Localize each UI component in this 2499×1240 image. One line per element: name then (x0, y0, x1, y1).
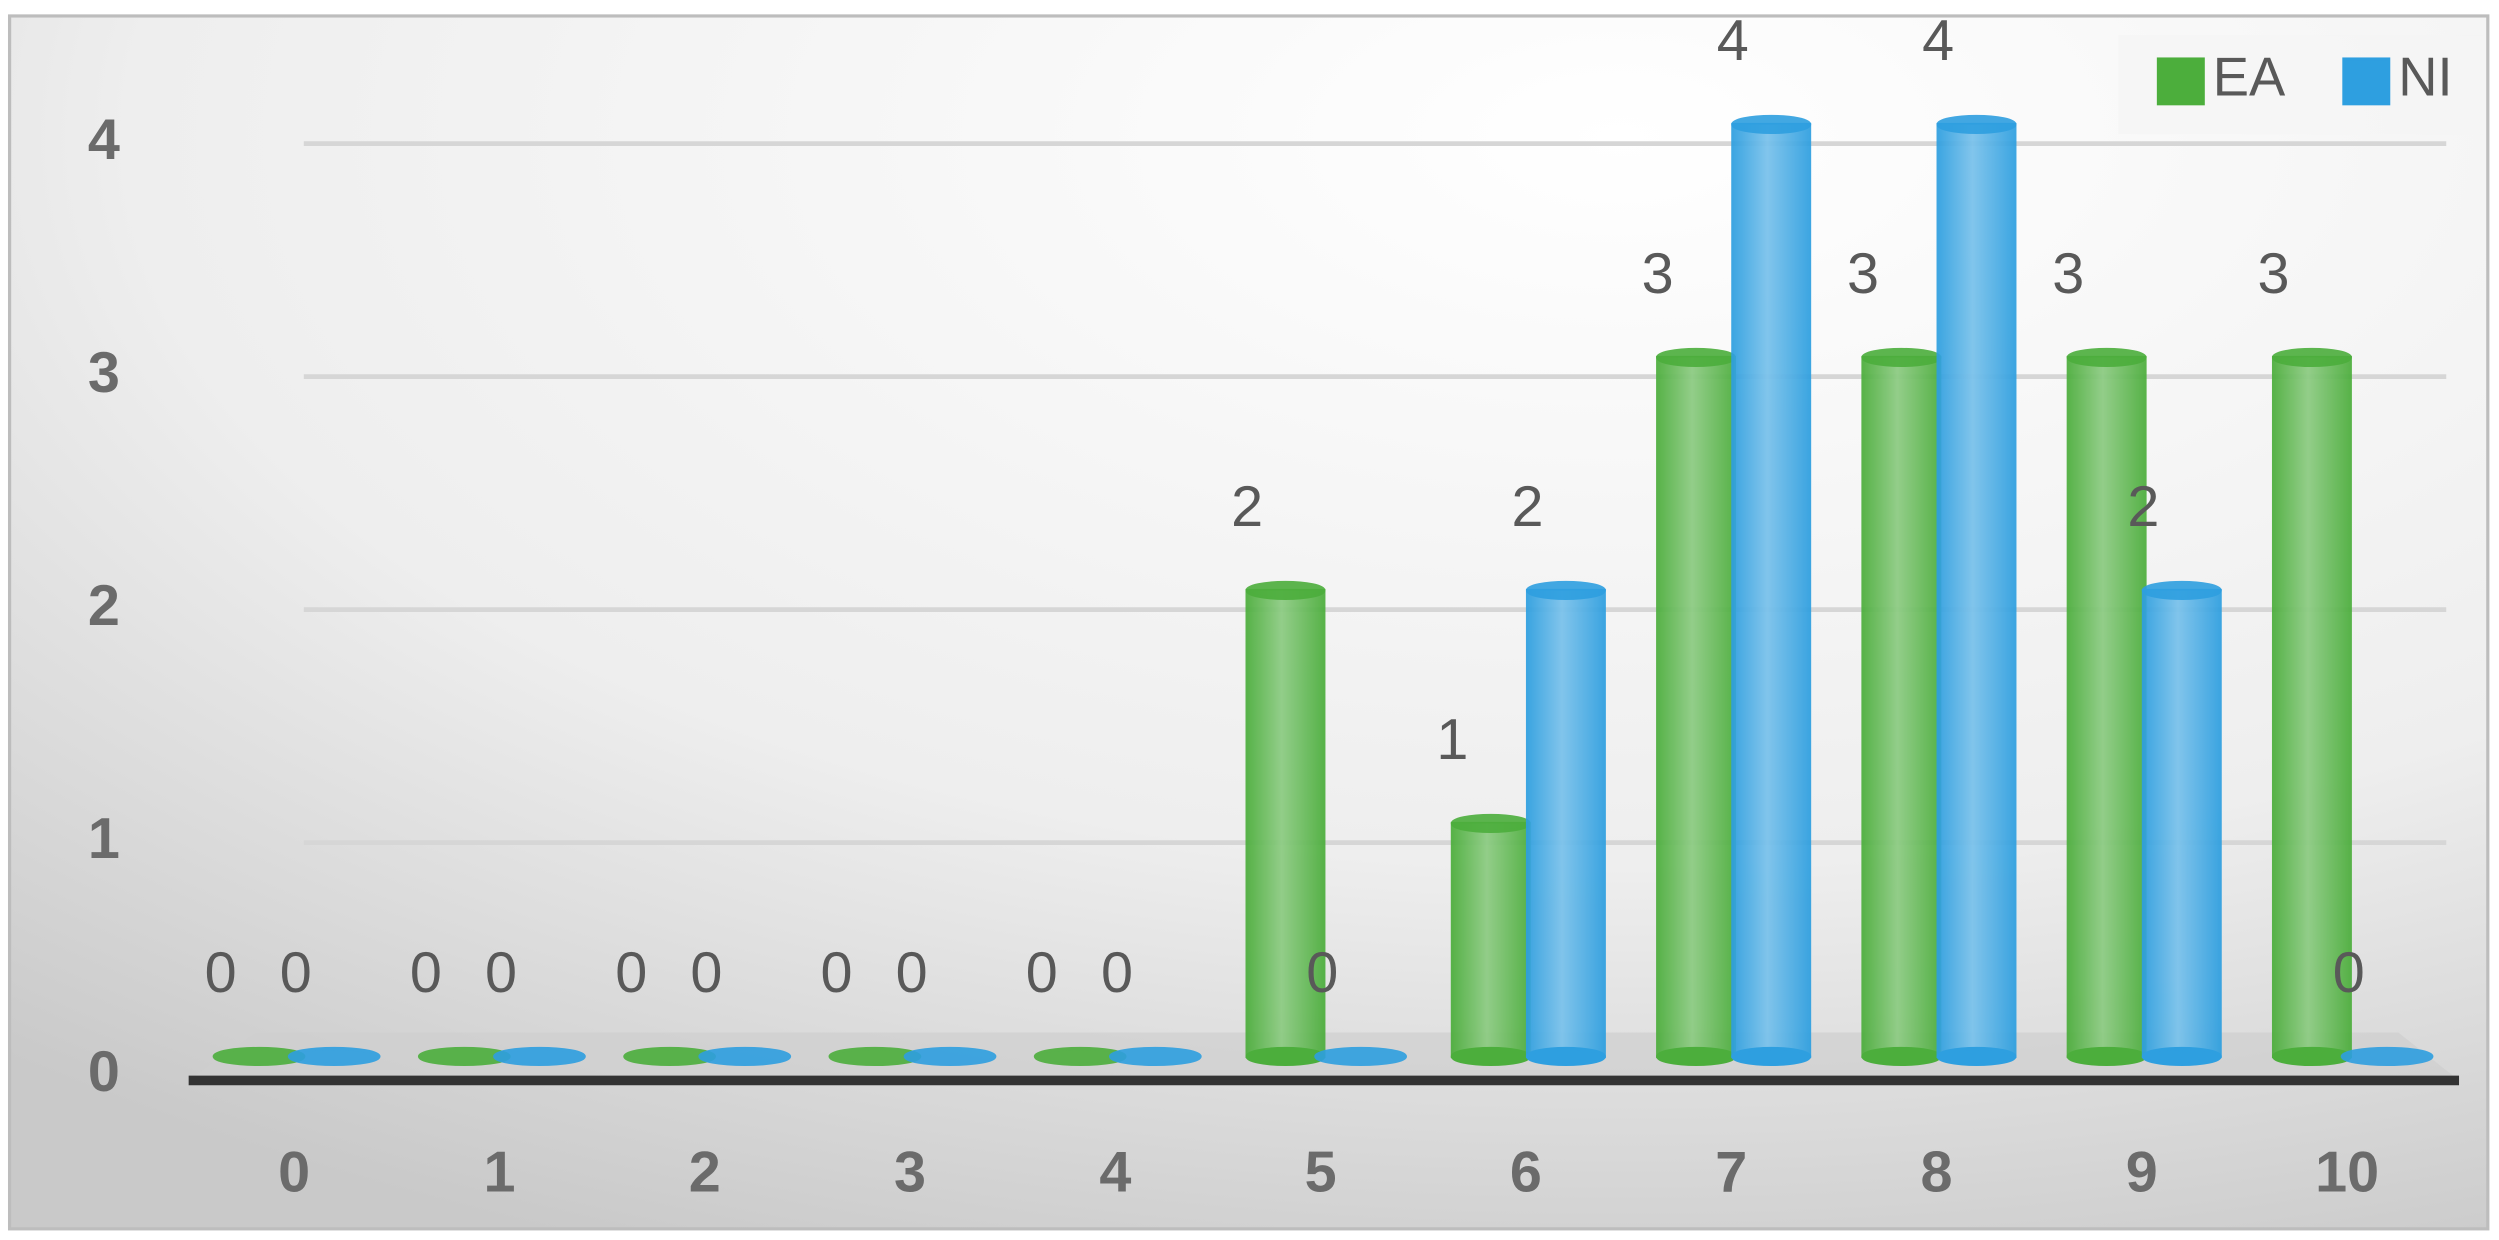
value-label: 0 (280, 941, 312, 1005)
x-tick-label: 6 (1510, 1140, 1542, 1204)
value-label: 0 (2333, 941, 2365, 1005)
bar-top (2141, 580, 2222, 601)
value-label: 0 (1026, 941, 1058, 1005)
value-label: 3 (2258, 242, 2290, 306)
value-label: 0 (1101, 941, 1133, 1005)
value-label: 4 (1922, 9, 1954, 73)
bar-highlight (1862, 357, 1940, 1057)
x-tick-label: 9 (2126, 1140, 2158, 1204)
value-label: 3 (2052, 242, 2084, 306)
bar-top (2271, 347, 2352, 368)
value-label: 0 (821, 941, 853, 1005)
bar-base (1525, 1046, 1606, 1067)
bar-highlight (1247, 590, 1324, 1057)
bar-top (2066, 347, 2147, 368)
y-tick-label: 3 (88, 341, 120, 405)
bar-highlight (2273, 357, 2351, 1057)
x-tick-label: 4 (1099, 1140, 1131, 1204)
bar-top (1108, 1046, 1202, 1067)
x-tick-label: 7 (1715, 1140, 1747, 1204)
bar-highlight (1657, 357, 1735, 1057)
bar-base (2066, 1046, 2147, 1067)
bar-base (1450, 1046, 1531, 1067)
x-tick-label: 0 (278, 1140, 310, 1204)
bar-highlight (1938, 124, 2015, 1057)
bar-top (287, 1046, 381, 1067)
bar-top (1656, 347, 1737, 368)
bar-highlight (2143, 590, 2221, 1057)
value-label: 2 (1512, 475, 1544, 539)
value-label: 2 (2127, 475, 2159, 539)
legend-swatch (2156, 57, 2205, 106)
bar-top (698, 1046, 792, 1067)
value-label: 0 (896, 941, 928, 1005)
bar-top (1245, 580, 1326, 601)
bar-base (1936, 1046, 2017, 1067)
y-tick-label: 0 (88, 1040, 120, 1104)
value-label: 1 (1436, 708, 1468, 772)
bar-base (1245, 1046, 1326, 1067)
bar-highlight (2068, 357, 2146, 1057)
x-tick-label: 2 (689, 1140, 721, 1204)
value-label: 0 (205, 941, 237, 1005)
bar-top (493, 1046, 586, 1067)
value-label: 0 (615, 941, 647, 1005)
x-tick-label: 8 (1921, 1140, 1953, 1204)
bar-top (2340, 1046, 2434, 1067)
bar-top (1450, 813, 1531, 834)
value-label: 4 (1717, 9, 1749, 73)
bar-base (2141, 1046, 2222, 1067)
legend-label: NI (2398, 47, 2452, 108)
value-label: 0 (690, 941, 722, 1005)
y-tick-label: 1 (88, 807, 120, 871)
y-tick-label: 2 (88, 574, 120, 638)
bar-top (1314, 1046, 1407, 1067)
bar-highlight (1527, 590, 1605, 1057)
x-tick-label: 5 (1305, 1140, 1337, 1204)
value-label: 0 (410, 941, 442, 1005)
bar-base (2271, 1046, 2352, 1067)
value-label: 3 (1642, 242, 1674, 306)
bar-highlight (1732, 124, 1810, 1057)
bar-top (903, 1046, 997, 1067)
x-tick-label: 1 (483, 1140, 515, 1204)
bar-base (1656, 1046, 1737, 1067)
bar-top (1861, 347, 1942, 368)
bar-base (1731, 1046, 1812, 1067)
bar-top (1525, 580, 1606, 601)
value-label: 0 (1306, 941, 1338, 1005)
legend-label: EA (2213, 47, 2286, 108)
bar-top (1731, 114, 1812, 135)
x-tick-label: 3 (894, 1140, 926, 1204)
value-label: 0 (485, 941, 517, 1005)
legend-swatch (2342, 57, 2391, 106)
y-tick-label: 4 (88, 108, 120, 172)
value-label: 3 (1847, 242, 1879, 306)
bar-top (1936, 114, 2017, 135)
x-tick-label: 10 (2315, 1140, 2379, 1204)
bar-base (1861, 1046, 1942, 1067)
bar-highlight (1452, 823, 1530, 1057)
value-label: 2 (1231, 475, 1263, 539)
